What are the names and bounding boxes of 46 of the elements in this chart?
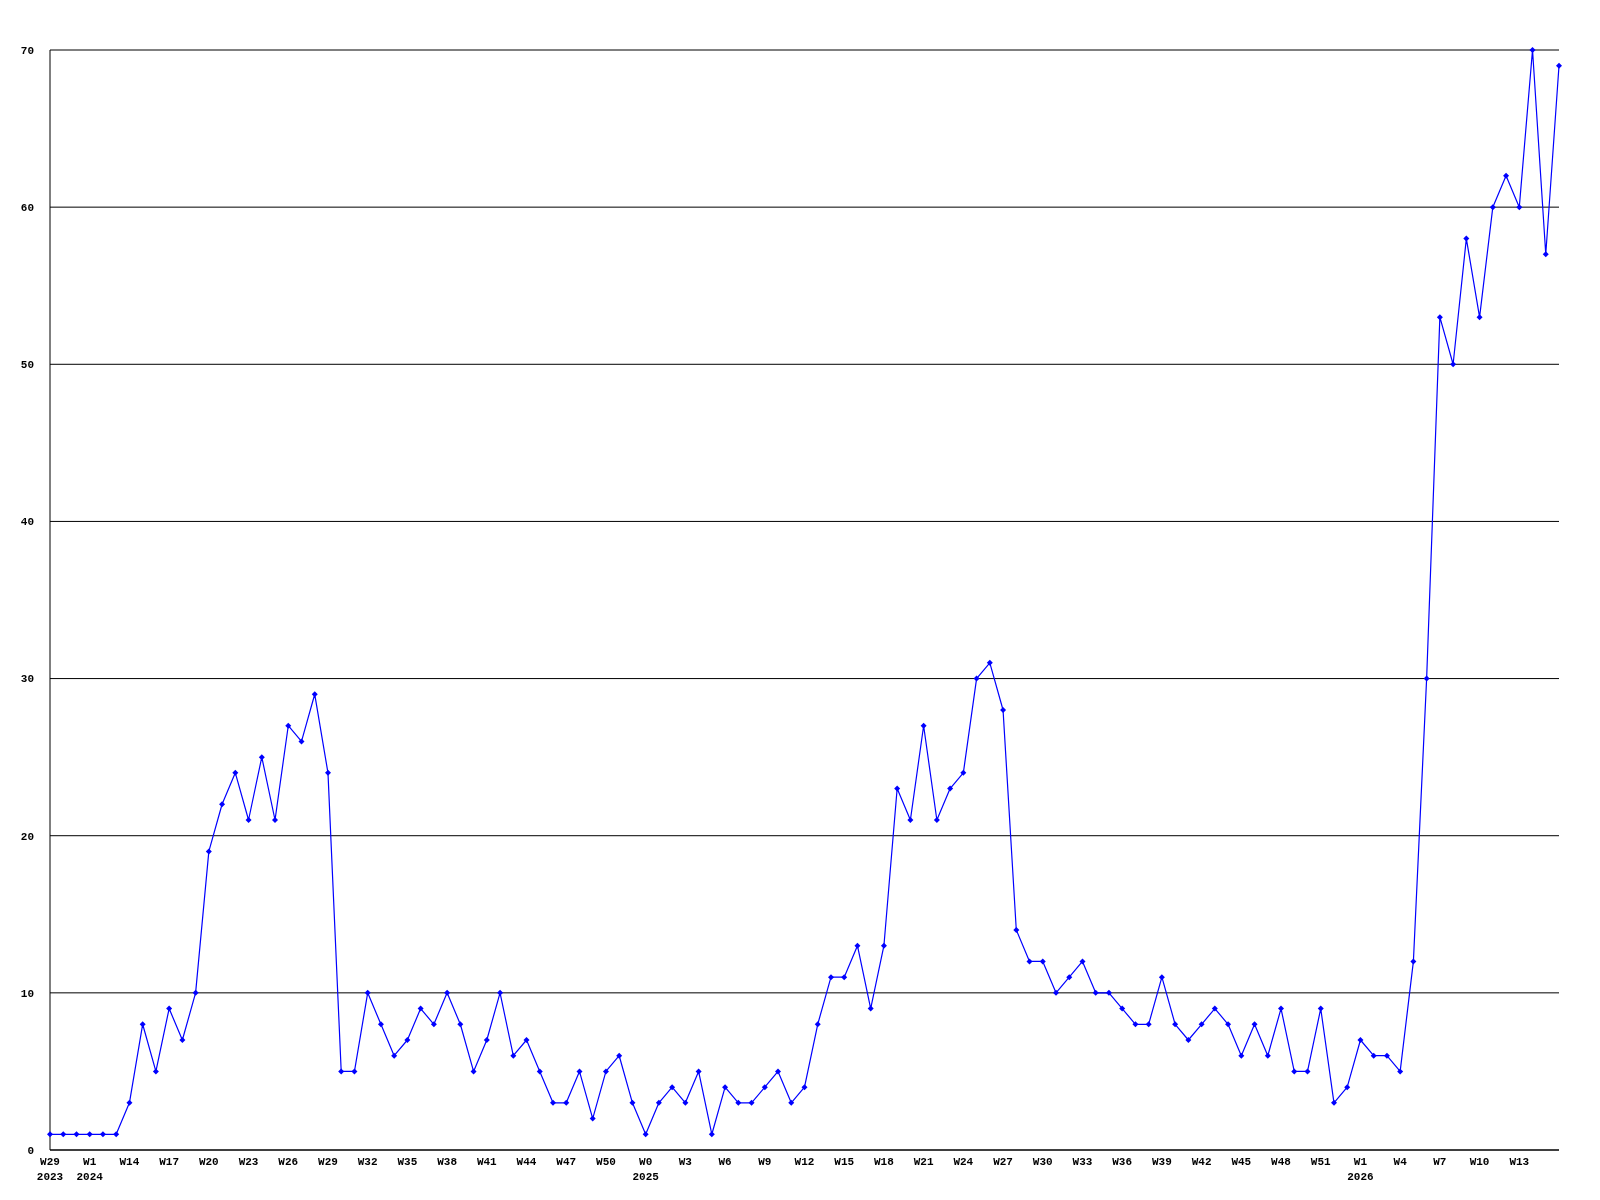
x-tick-label: W36 <box>1112 1156 1133 1168</box>
x-tick-label: W9 <box>758 1156 772 1168</box>
x-tick-label: W17 <box>159 1156 180 1168</box>
y-tick-label: 30 <box>20 673 34 686</box>
x-tick-label: W18 <box>874 1156 895 1168</box>
x-tick-label: W48 <box>1271 1156 1292 1168</box>
x-tick-label: W51 <box>1310 1156 1332 1168</box>
x-tick-label: W15 <box>834 1156 855 1168</box>
x-tick-label: W42 <box>1191 1156 1212 1168</box>
y-tick-label: 60 <box>20 201 34 214</box>
x-tick-label: W30 <box>1032 1156 1053 1168</box>
y-tick-label: 0 <box>27 1144 34 1157</box>
x-tick-label: W38 <box>437 1156 458 1168</box>
x-tick-label: W12 <box>794 1156 815 1168</box>
x-tick-label: W24 <box>953 1156 974 1168</box>
x-tick-label: W45 <box>1231 1156 1252 1168</box>
x-tick-label: W35 <box>397 1156 418 1168</box>
x-tick-label: W50 <box>596 1156 616 1168</box>
x-tick-label: W29 2023 <box>36 1156 64 1183</box>
x-tick-label: W1 2024 <box>76 1156 104 1183</box>
x-tick-label: W7 <box>1433 1156 1447 1168</box>
x-tick-label: W41 <box>476 1156 498 1168</box>
x-tick-label: W3 <box>678 1156 693 1168</box>
x-tick-label: W1 2026 <box>1347 1156 1374 1183</box>
x-tick-label: W10 <box>1469 1156 1490 1168</box>
x-tick-label: W27 <box>993 1156 1013 1168</box>
x-tick-label: W47 <box>556 1156 577 1168</box>
x-tick-label: W21 <box>913 1156 934 1168</box>
x-tick-label: W6 <box>718 1156 732 1168</box>
y-tick-label: 50 <box>20 359 34 372</box>
x-tick-label: W14 <box>119 1156 140 1168</box>
y-tick-label: 40 <box>20 516 34 529</box>
x-tick-label: W13 <box>1509 1156 1530 1168</box>
x-tick-label: W23 <box>238 1156 259 1168</box>
x-tick-label: W20 <box>198 1156 219 1168</box>
y-tick-label: 70 <box>20 44 34 57</box>
x-tick-label: W32 <box>357 1156 378 1168</box>
x-tick-label: W4 <box>1393 1156 1408 1168</box>
x-tick-label: W26 <box>278 1156 299 1168</box>
y-tick-label: 10 <box>20 987 34 1000</box>
y-tick-label: 20 <box>20 830 34 843</box>
x-tick-label: W33 <box>1072 1156 1093 1168</box>
x-tick-label: W39 <box>1151 1156 1172 1168</box>
x-tick-label: W0 2025 <box>632 1156 660 1183</box>
x-tick-label: W29 <box>318 1156 338 1168</box>
x-tick-label: W44 <box>516 1156 537 1168</box>
